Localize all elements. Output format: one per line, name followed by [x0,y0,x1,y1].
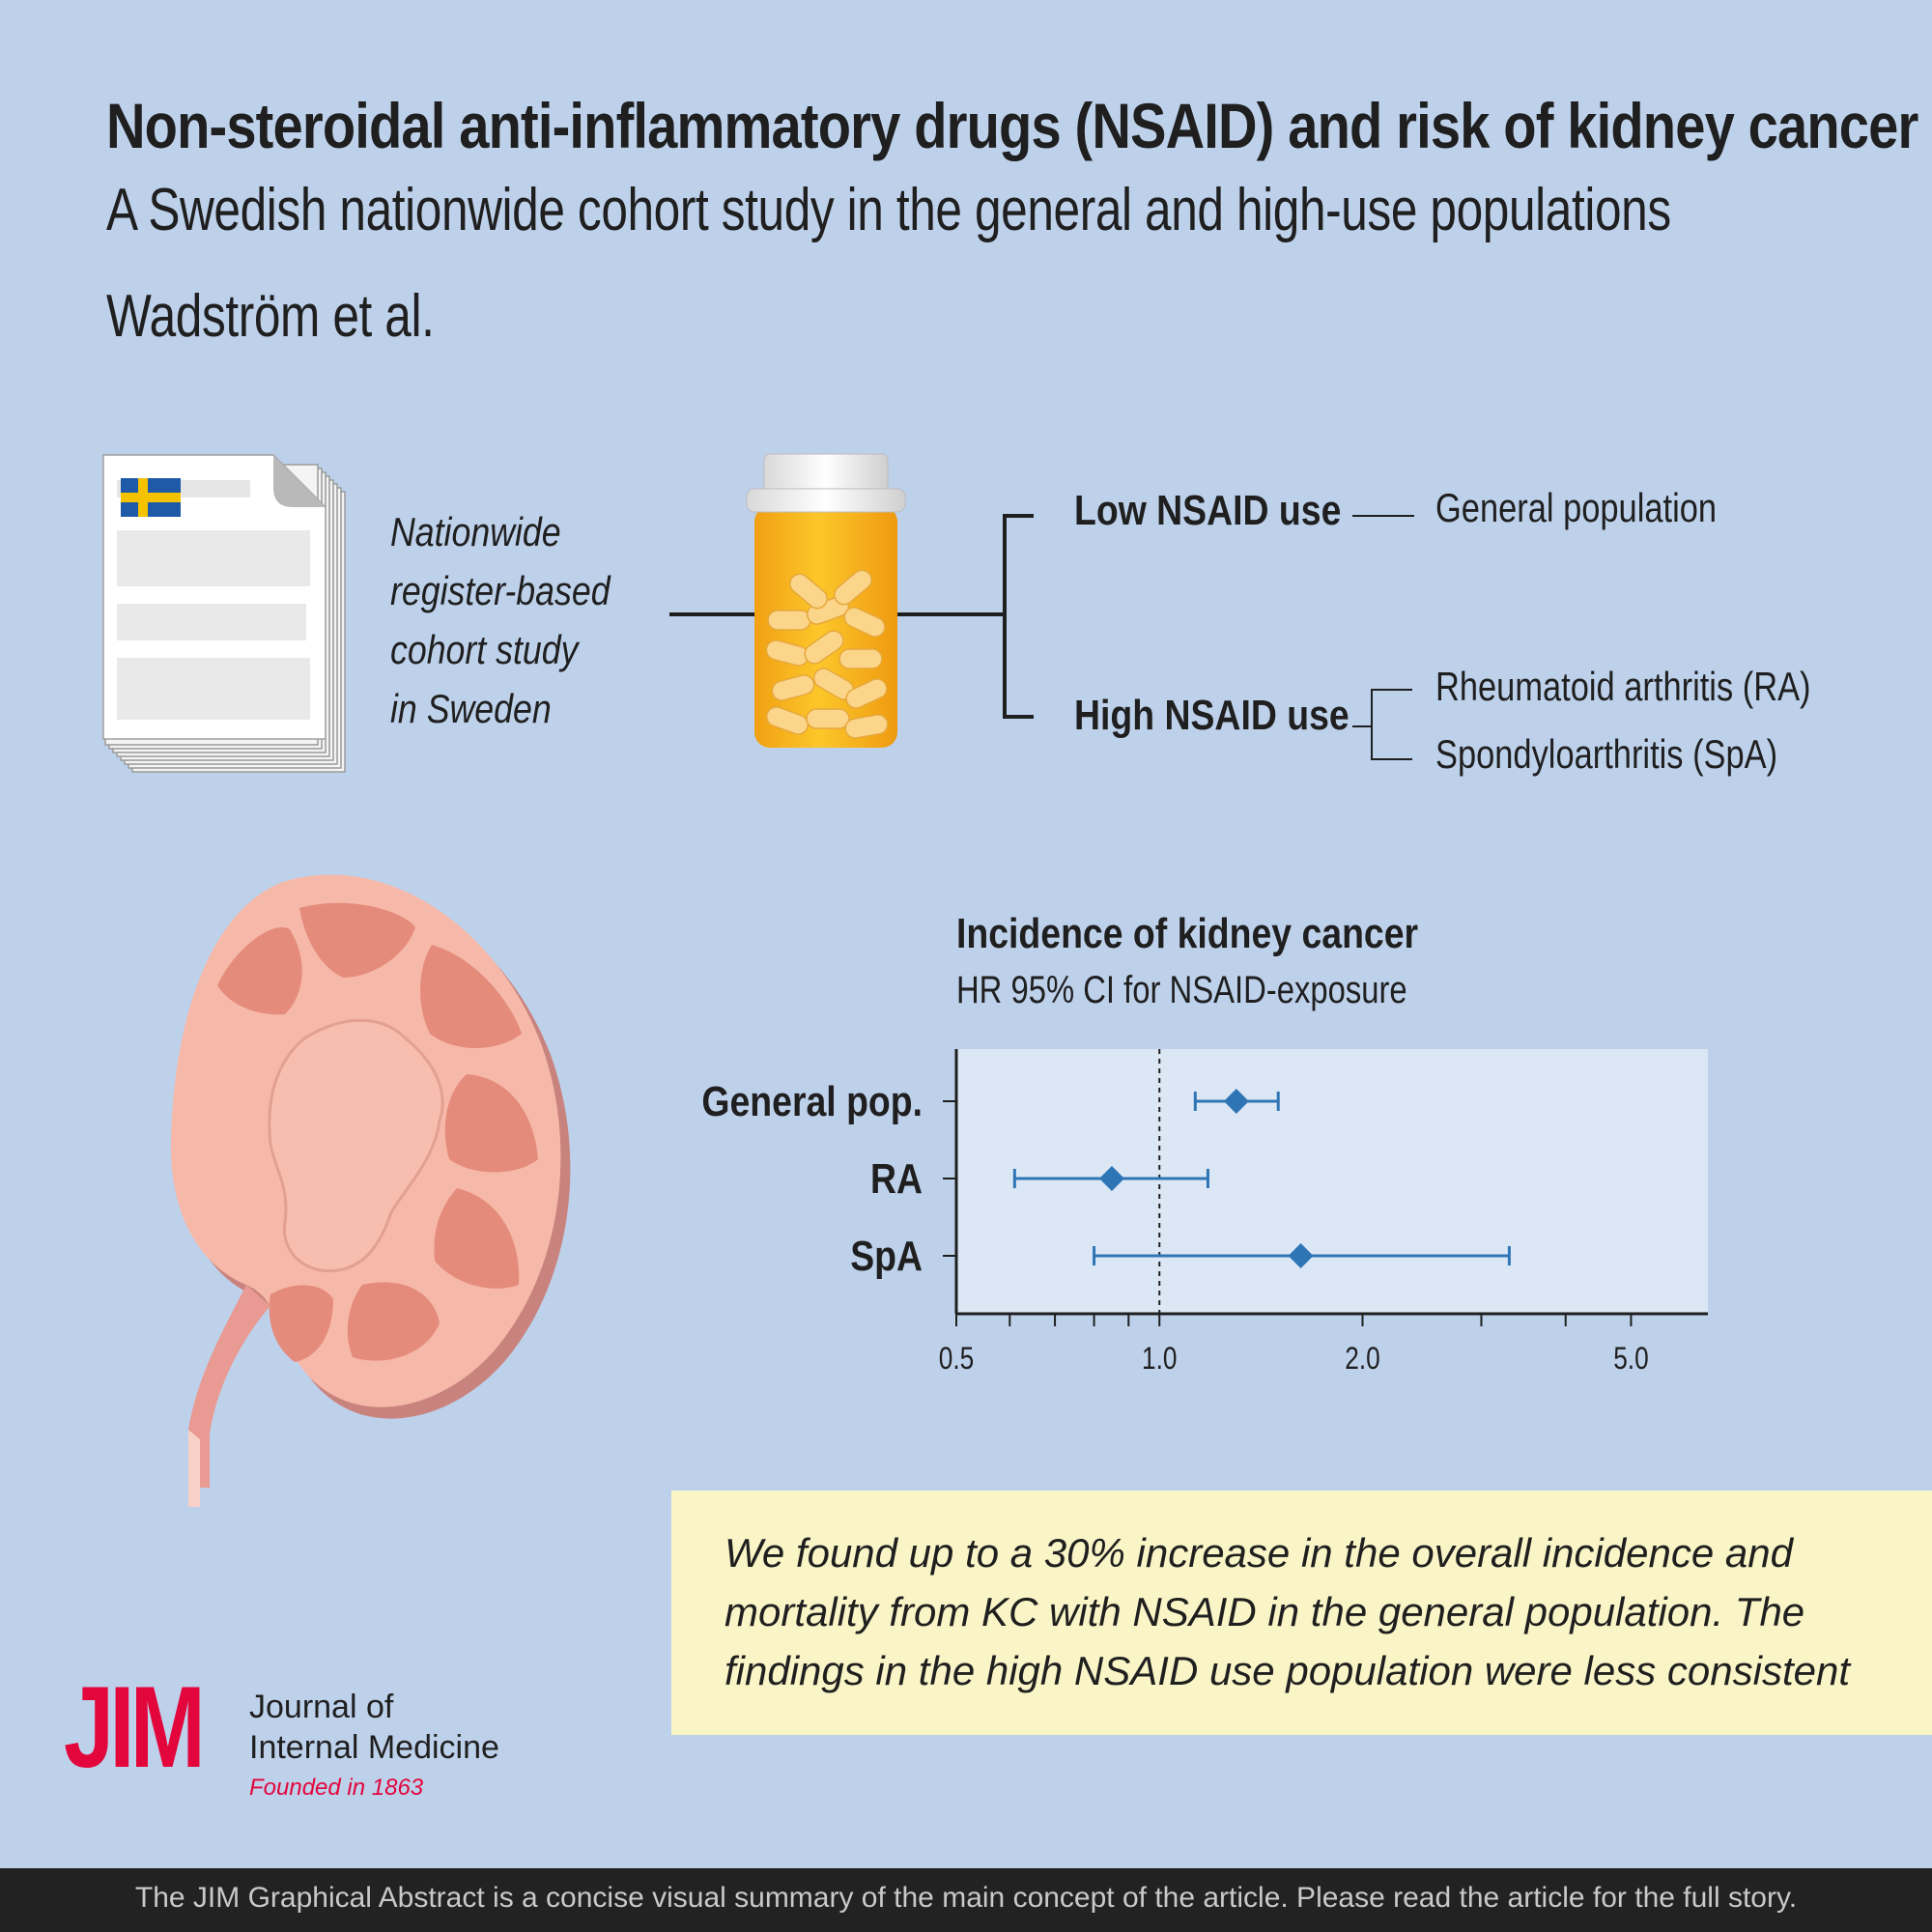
x-tick-label: 2.0 [1345,1343,1379,1377]
pill-bottle-icon [746,453,906,748]
x-tick-label: 1.0 [1142,1343,1177,1377]
row-label: SpA [850,1232,923,1280]
journal-logo: JIM [64,1662,206,1792]
study-description: Nationwide register-based cohort study i… [390,502,611,738]
journal-name-line1: Journal of [249,1689,394,1725]
low-nsaid-use-label: Low NSAID use [1074,487,1342,534]
study-line: Nationwide [390,509,561,554]
page-subtitle: A Swedish nationwide cohort study in the… [106,177,1671,243]
row-label: RA [870,1154,923,1203]
chart-subtitle: HR 95% CI for NSAID-exposure [956,969,1407,1011]
x-tick-label: 0.5 [939,1343,974,1377]
study-line: register-based [390,568,611,613]
footer-text: The JIM Graphical Abstract is a concise … [134,1882,1798,1914]
hr-marker [1288,1243,1314,1268]
authors: Wadström et al. [106,283,435,350]
finding-text: We found up to a 30% increase in the ove… [724,1530,1851,1693]
chart-title: Incidence of kidney cancer [956,910,1419,957]
journal-founded: Founded in 1863 [249,1775,424,1801]
document-stack-icon [102,454,346,773]
row-label: General pop. [701,1077,923,1125]
plot-panel [956,1049,1708,1314]
x-tick-label: 5.0 [1613,1343,1648,1377]
finding-box [671,1491,1932,1735]
spa-label: Spondyloarthritis (SpA) [1435,731,1778,777]
sweden-flag-icon [121,478,181,517]
ra-label: Rheumatoid arthritis (RA) [1435,664,1811,709]
hr-marker [1098,1166,1124,1191]
journal-name-line2: Internal Medicine [249,1729,499,1766]
page-title: Non-steroidal anti-inflammatory drugs (N… [106,90,1932,161]
hr-marker [1223,1089,1249,1114]
study-line: cohort study [390,627,579,672]
study-line: in Sweden [390,686,552,731]
kidney-icon [170,874,571,1507]
footer-bar [0,1868,1932,1932]
high-nsaid-use-label: High NSAID use [1074,692,1350,739]
general-population-label: General population [1435,485,1718,530]
